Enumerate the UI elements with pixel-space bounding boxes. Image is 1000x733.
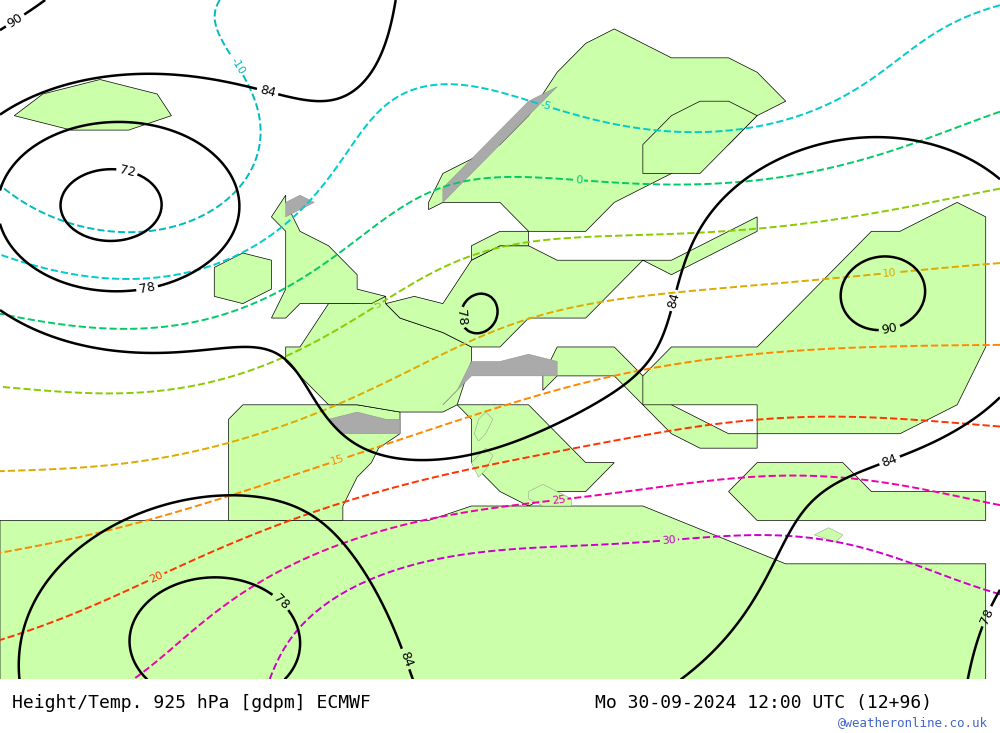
Text: 90: 90 — [881, 321, 899, 337]
Polygon shape — [543, 347, 757, 448]
Polygon shape — [643, 101, 757, 174]
Text: 0: 0 — [575, 175, 582, 185]
Polygon shape — [729, 463, 986, 520]
Polygon shape — [271, 195, 386, 318]
Text: -10: -10 — [228, 56, 246, 76]
Polygon shape — [14, 79, 171, 130]
Polygon shape — [529, 485, 571, 506]
Text: 25: 25 — [551, 494, 566, 506]
Polygon shape — [286, 296, 471, 412]
Text: 90: 90 — [5, 11, 25, 30]
Polygon shape — [443, 86, 557, 202]
Text: 78: 78 — [454, 309, 468, 326]
Text: 72: 72 — [118, 163, 136, 179]
Text: 30: 30 — [662, 534, 676, 545]
Polygon shape — [429, 29, 786, 232]
Polygon shape — [229, 405, 400, 520]
Text: 15: 15 — [330, 454, 346, 468]
Text: 10: 10 — [882, 268, 897, 279]
Text: 84: 84 — [397, 649, 414, 668]
Polygon shape — [471, 232, 529, 260]
Polygon shape — [214, 253, 271, 303]
Polygon shape — [471, 448, 493, 477]
Polygon shape — [443, 354, 557, 405]
Polygon shape — [386, 217, 757, 347]
Text: 20: 20 — [148, 570, 165, 584]
Text: -5: -5 — [538, 100, 552, 112]
Text: 5: 5 — [372, 298, 384, 311]
Text: @weatheronline.co.uk: @weatheronline.co.uk — [838, 715, 988, 729]
Polygon shape — [814, 528, 843, 542]
Polygon shape — [474, 412, 493, 441]
Text: Mo 30-09-2024 12:00 UTC (12+96): Mo 30-09-2024 12:00 UTC (12+96) — [595, 694, 932, 712]
Text: 84: 84 — [665, 291, 682, 310]
Polygon shape — [643, 202, 986, 434]
Text: 84: 84 — [880, 452, 899, 469]
Text: Height/Temp. 925 hPa [gdpm] ECMWF: Height/Temp. 925 hPa [gdpm] ECMWF — [12, 694, 371, 712]
Text: 78: 78 — [138, 281, 156, 296]
Text: 84: 84 — [258, 84, 277, 100]
Text: 78: 78 — [977, 606, 996, 626]
Polygon shape — [286, 195, 314, 217]
Polygon shape — [457, 405, 614, 506]
Polygon shape — [329, 412, 400, 434]
Text: 78: 78 — [271, 592, 291, 612]
Polygon shape — [0, 506, 986, 679]
